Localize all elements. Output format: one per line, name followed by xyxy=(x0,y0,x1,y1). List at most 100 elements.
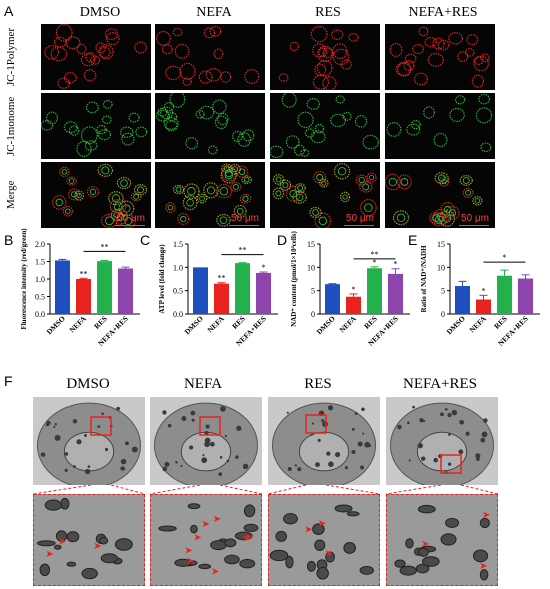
mitochondrion xyxy=(479,517,490,529)
cell-nucleus xyxy=(465,189,471,196)
micrograph-merge-res: 50 μm xyxy=(270,162,380,228)
mitochondrion xyxy=(187,503,201,510)
mitochondrion xyxy=(422,556,440,567)
cell xyxy=(86,186,100,198)
mitochondrion xyxy=(224,554,240,565)
bar-charts: 0.0 0.5 1.0 1.5 2.0 Fluorescence intensity (r… xyxy=(0,228,550,372)
cell-nucleus xyxy=(448,209,457,217)
organelle xyxy=(226,459,230,463)
cell xyxy=(102,99,113,109)
cell-nucleus xyxy=(89,188,97,195)
y-tick-label: 0 xyxy=(311,310,315,319)
organelle xyxy=(191,418,195,422)
scale-label: 50 μm xyxy=(231,213,259,224)
organelle xyxy=(297,467,302,472)
organelle xyxy=(357,441,363,447)
cell xyxy=(340,191,351,203)
micrograph-jc-1monome-res xyxy=(270,93,380,159)
cell-nucleus xyxy=(137,186,144,194)
mitochondrion xyxy=(81,567,98,580)
cell xyxy=(289,41,299,52)
mitochondrion xyxy=(283,513,298,525)
cell xyxy=(100,213,118,228)
cell xyxy=(63,72,77,84)
cell xyxy=(41,120,54,131)
cell xyxy=(135,126,148,138)
scale-label: 50 μm xyxy=(346,213,374,224)
cell xyxy=(59,166,70,177)
organelle xyxy=(458,449,464,455)
cell xyxy=(80,126,98,145)
tem-zoom-dmso: ➤ ➤ ➤ xyxy=(33,494,145,586)
cell xyxy=(161,44,173,55)
cell xyxy=(348,33,359,42)
cell xyxy=(155,30,171,46)
cell xyxy=(471,74,485,88)
bar-res xyxy=(97,261,112,314)
zoom-box xyxy=(305,414,327,434)
cell-nucleus xyxy=(462,177,470,184)
organelle xyxy=(315,462,320,468)
cell xyxy=(317,45,334,63)
cell xyxy=(462,187,474,198)
organelle xyxy=(54,423,57,426)
cell-nucleus xyxy=(289,189,298,198)
bar-charts-svg: 0.0 0.5 1.0 1.5 2.0 Fluorescence intensity (r… xyxy=(20,228,540,348)
micrograph-jc-1polymer-nefa-res xyxy=(385,24,495,90)
organelle xyxy=(224,434,228,438)
zoom-connector xyxy=(33,485,145,494)
cell-nucleus xyxy=(297,185,304,192)
cell xyxy=(392,210,410,226)
mitochondrion xyxy=(334,504,353,513)
micrograph-cells xyxy=(389,26,490,88)
bar-res xyxy=(367,268,382,314)
organelle xyxy=(286,411,289,414)
organelle xyxy=(344,466,348,470)
cell xyxy=(113,209,129,225)
organelle xyxy=(72,419,78,424)
cell xyxy=(480,142,492,153)
organelle xyxy=(73,465,76,469)
organelle xyxy=(326,451,331,456)
cell xyxy=(309,206,322,219)
bar-nefa-res xyxy=(518,278,533,314)
micrograph-cells xyxy=(165,163,252,227)
micrograph-cells xyxy=(272,162,377,228)
cell xyxy=(466,34,479,46)
cell xyxy=(116,176,132,190)
bar-nefa-res xyxy=(388,273,403,314)
cell-nucleus xyxy=(275,176,282,183)
mitochondrion xyxy=(190,524,198,534)
cell xyxy=(118,200,135,217)
zoom-connector xyxy=(268,485,380,494)
organelle xyxy=(204,430,209,436)
tem-zoom-drawing: ➤➤➤➤➤➤➤➤ xyxy=(158,503,259,578)
y-tick-label: 1.5 xyxy=(173,240,183,249)
col-title-nefa: NEFA xyxy=(196,5,232,20)
cell xyxy=(459,175,473,186)
row-label-monomer: JC-1monome xyxy=(5,96,17,156)
cell xyxy=(457,51,469,63)
mitochondrion xyxy=(66,531,80,543)
cell xyxy=(207,145,218,155)
x-tick-label: RES xyxy=(362,314,379,331)
cell xyxy=(174,43,190,59)
cell-nucleus xyxy=(65,208,71,214)
organelle xyxy=(433,457,439,463)
bracket-significance: ** xyxy=(239,246,247,255)
cell xyxy=(445,205,460,220)
tem-overview-drawing xyxy=(389,402,495,485)
connector-line xyxy=(33,485,92,494)
cell xyxy=(413,72,428,86)
x-tick-label: DMSO xyxy=(183,314,205,336)
zoom-box xyxy=(199,416,221,436)
arrow-marker: ➤ xyxy=(304,525,312,536)
tem-overview-drawing xyxy=(36,402,142,485)
tem-overview-drawing xyxy=(153,402,259,485)
connector-line xyxy=(460,485,498,494)
cell xyxy=(120,126,134,138)
cell xyxy=(221,163,232,173)
cell-nucleus xyxy=(358,176,365,184)
cell xyxy=(294,183,306,193)
cell-nucleus xyxy=(68,178,75,184)
